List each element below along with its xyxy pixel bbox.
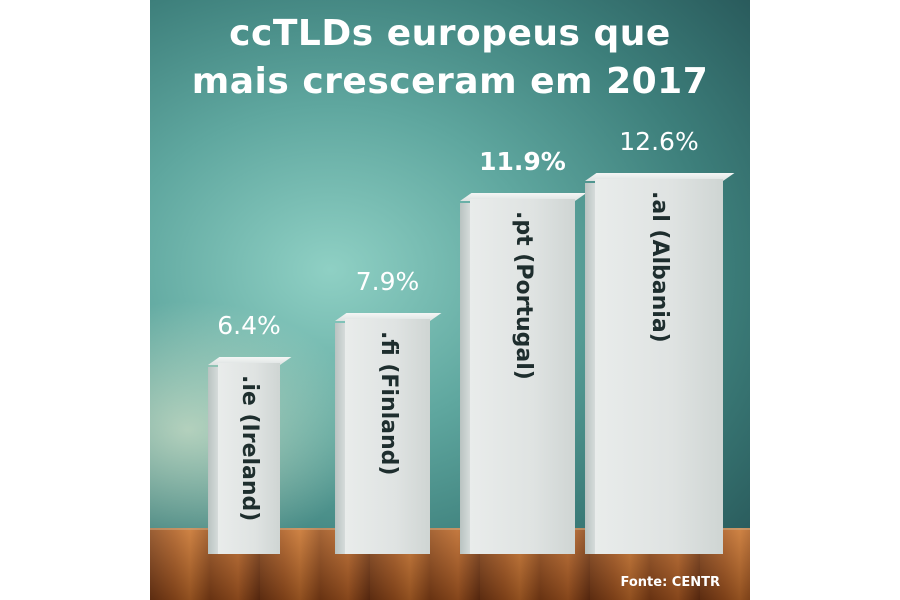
bar-face <box>218 363 280 554</box>
bar-category-label: .al (Albania) <box>647 191 672 343</box>
bar-value-label: 7.9% <box>355 267 420 296</box>
bar-category-label: .pt (Portugal) <box>510 211 536 380</box>
bar-value-label: 11.9% <box>479 147 566 176</box>
chart-frame: ccTLDs europeus que mais cresceram em 20… <box>150 0 750 600</box>
chart-title: ccTLDs europeus que mais cresceram em 20… <box>150 10 750 106</box>
title-line-1: ccTLDs europeus que <box>229 13 671 54</box>
source-note: Fonte: CENTR <box>620 575 720 590</box>
bar-category-label: .ie (Ireland) <box>237 375 262 522</box>
bar-value-label: 6.4% <box>217 311 281 340</box>
bar-2: .fi (Finland) <box>335 313 442 554</box>
bar-category-label: .fi (Finland) <box>375 331 401 476</box>
bar-face <box>470 199 575 554</box>
bar-side <box>335 323 345 554</box>
bar-3: .pt (Portugal) <box>460 193 587 554</box>
bar-1: .ie (Ireland) <box>208 357 292 554</box>
bar-face <box>345 319 430 554</box>
bar-value-label: 12.6% <box>619 127 699 156</box>
bar-side <box>208 367 218 554</box>
bar-side <box>585 183 595 554</box>
bar-4: .al (Albania) <box>585 173 735 554</box>
floor-baseline <box>150 528 750 530</box>
bar-face <box>595 179 723 554</box>
title-line-2: mais cresceram em 2017 <box>191 61 709 102</box>
bar-side <box>460 203 470 554</box>
